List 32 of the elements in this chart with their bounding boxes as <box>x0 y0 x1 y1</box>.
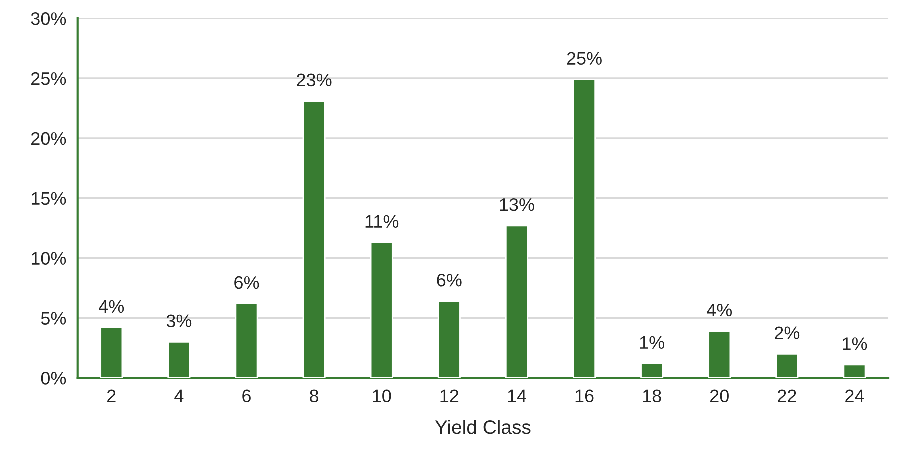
y-tick-label: 5% <box>41 312 66 325</box>
x-tick-label: 16 <box>576 390 594 403</box>
y-tick-label: 0% <box>41 372 66 385</box>
x-tick-label: 4 <box>174 390 184 402</box>
data-label: 1% <box>640 336 664 350</box>
x-tick-label: 24 <box>846 390 864 402</box>
data-label: 25% <box>567 52 602 66</box>
x-tick-label: 22 <box>778 390 796 402</box>
x-tick-label: 8 <box>310 390 319 403</box>
x-tick-label: 2 <box>108 390 116 402</box>
data-label: 6% <box>234 276 260 290</box>
y-tick-label: 20% <box>32 132 66 146</box>
data-label: 11% <box>366 215 399 228</box>
x-tick-label: 6 <box>242 390 251 403</box>
data-label: 23% <box>297 74 332 87</box>
data-label: 13% <box>500 198 534 212</box>
y-tick-label: 10% <box>32 252 66 266</box>
x-tick-label: 20 <box>710 390 729 403</box>
data-label: 3% <box>166 314 192 328</box>
x-tick-label: 14 <box>508 390 526 402</box>
x-tick-label: 18 <box>643 390 662 403</box>
x-axis-title: Yield Class <box>435 420 531 434</box>
data-label: 6% <box>437 274 462 287</box>
data-label: 4% <box>99 300 124 314</box>
data-label: 1% <box>843 338 868 350</box>
data-label: 4% <box>707 304 732 317</box>
y-tick-label: 15% <box>32 192 66 206</box>
x-tick-label: 10 <box>373 390 392 403</box>
y-tick-label: 25% <box>32 72 66 86</box>
x-tick-label: 12 <box>440 390 459 402</box>
data-label: 2% <box>775 326 800 340</box>
y-tick-label: 30% <box>31 12 66 26</box>
